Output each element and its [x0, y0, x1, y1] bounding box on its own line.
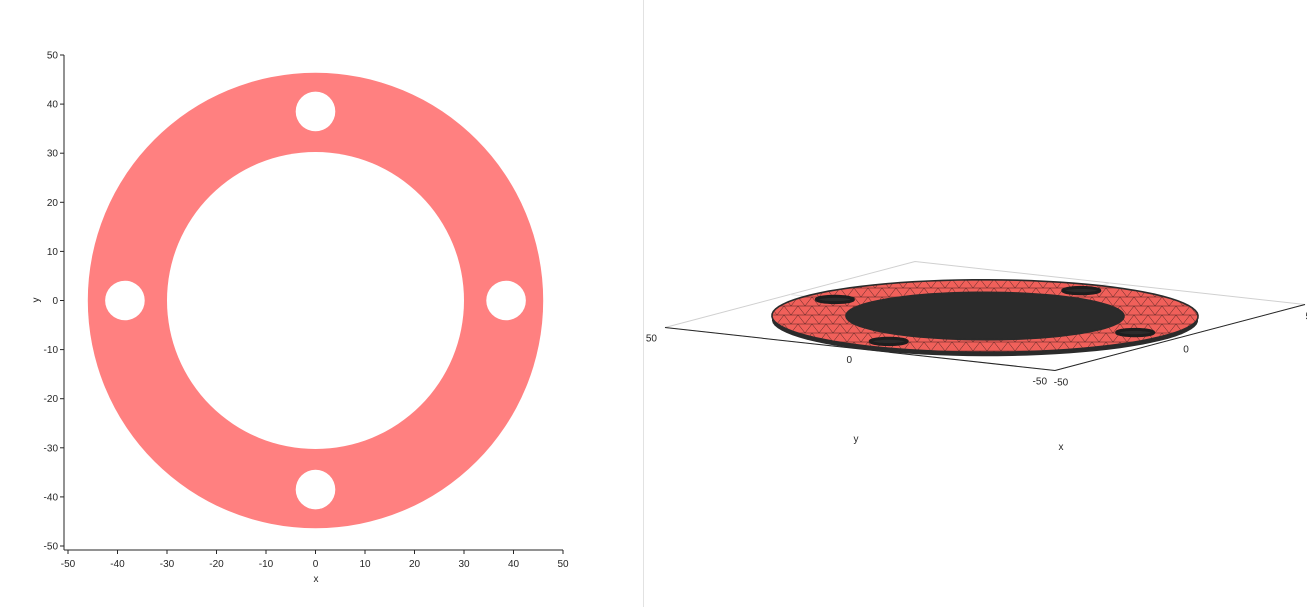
- x-tick-label: 40: [508, 559, 520, 570]
- y-tick-label-3d: -50: [1033, 377, 1048, 388]
- x-tick-label: 50: [557, 559, 569, 570]
- x-tick-label-3d: -50: [1054, 378, 1069, 389]
- panel-divider: [643, 0, 644, 607]
- x-tick-label: 10: [359, 559, 371, 570]
- y-tick-label-3d: 50: [646, 334, 658, 345]
- x-tick-label-3d: 50: [1305, 312, 1307, 323]
- x-tick-label: 30: [458, 559, 470, 570]
- x-tick-label: 0: [313, 559, 319, 570]
- y-tick-label: 30: [47, 149, 59, 160]
- bolt-hole-rim-3d: [1115, 327, 1156, 338]
- x-tick-label: -20: [209, 559, 224, 570]
- x-tick-label: -40: [110, 559, 125, 570]
- chart-3d: -50 0 50 -50 0 50 x y: [644, 0, 1307, 607]
- chart-3d-panel: -50 0 50 -50 0 50 x y: [644, 0, 1307, 607]
- y-tick-label: 50: [47, 51, 59, 62]
- bolt-hole-rim-3d: [868, 336, 909, 347]
- y-axis-label: y: [31, 298, 42, 303]
- x-axis-label-3d: x: [1059, 442, 1064, 453]
- y-axis-label-3d: y: [854, 434, 859, 445]
- y-tick-label: 40: [47, 100, 59, 111]
- axes-2d: -50 -40 -30 -20 -10 0 10 20 30 40 50 50 40 30 20 10 0 -1…: [44, 51, 569, 571]
- x-tick-label: -30: [160, 559, 175, 570]
- x-tick-label: -50: [61, 559, 76, 570]
- y-tick-label: 0: [52, 296, 58, 307]
- ring-mesh-3d: [644, 0, 1307, 607]
- bolt-hole-rim-3d: [814, 294, 855, 305]
- y-tick-label: -50: [44, 542, 59, 553]
- chart-2d: -50 -40 -30 -20 -10 0 10 20 30 40 50 50 40 30 20 10 0 -1…: [0, 0, 643, 607]
- chart-2d-panel: -50 -40 -30 -20 -10 0 10 20 30 40 50 50 40 30 20 10 0 -1…: [0, 0, 643, 607]
- y-tick-label: 20: [47, 198, 59, 209]
- y-tick-label-3d: 0: [846, 355, 852, 366]
- y-tick-label: -40: [44, 492, 59, 503]
- x-tick-label: -10: [259, 559, 274, 570]
- inner-edge-3d: [845, 291, 1125, 341]
- x-tick-label-3d: 0: [1183, 345, 1189, 356]
- bolt-hole-rim-3d: [1061, 285, 1102, 296]
- ring-shape-2d: [0, 0, 643, 607]
- y-tick-label: 10: [47, 247, 59, 258]
- outer-edge-3d: [771, 278, 1199, 354]
- y-tick-label: -30: [44, 443, 59, 454]
- y-tick-label: -10: [44, 345, 59, 356]
- y-tick-label: -20: [44, 394, 59, 405]
- x-axis-label: x: [314, 574, 319, 585]
- x-tick-label: 20: [409, 559, 421, 570]
